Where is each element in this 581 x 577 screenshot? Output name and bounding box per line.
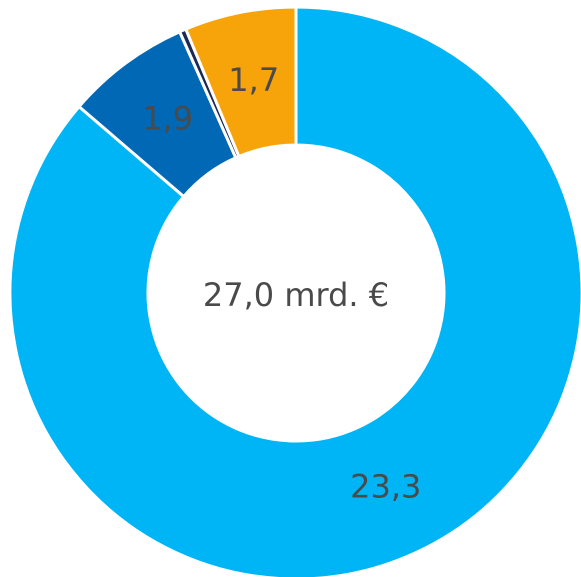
segment [183, 5, 298, 159]
value-label: 23,3 [350, 467, 421, 505]
segment [8, 5, 581, 577]
value-label: 1,9 [142, 100, 193, 138]
center-label: 27,0 mrd. € [203, 276, 389, 314]
value-label: 1,7 [228, 61, 279, 99]
